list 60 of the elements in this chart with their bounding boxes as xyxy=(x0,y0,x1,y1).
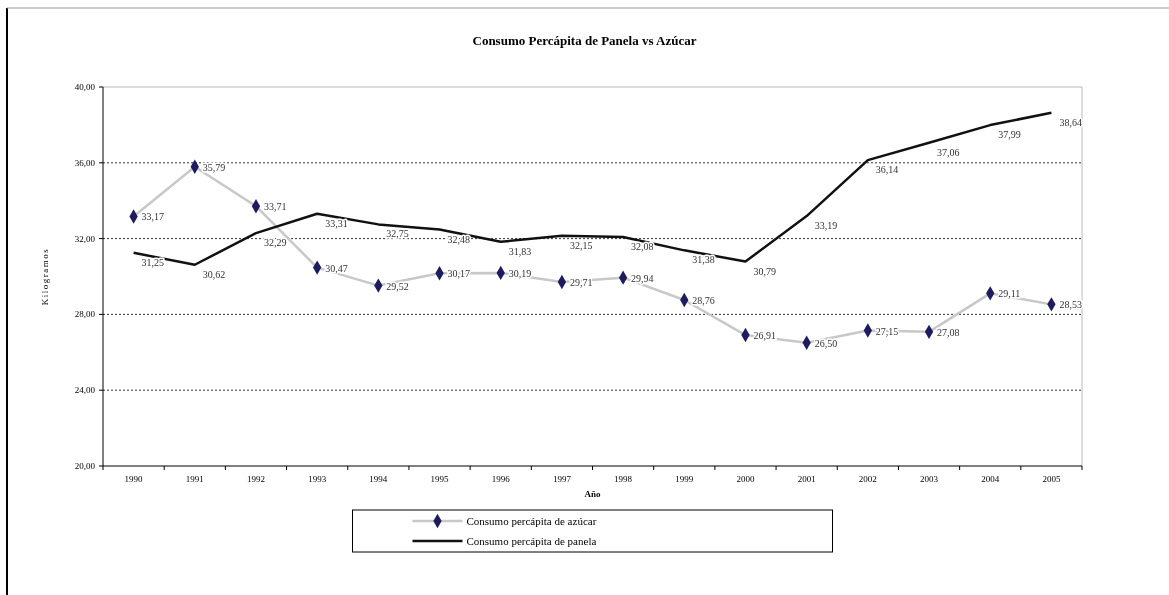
x-tick-label: 1999 xyxy=(675,474,694,484)
data-label: 37,06 xyxy=(937,146,960,158)
x-tick-label: 2000 xyxy=(736,474,755,484)
x-tick-label: 1991 xyxy=(185,474,204,484)
x-tick-label: 1993 xyxy=(308,474,327,484)
y-tick-label: 32,00 xyxy=(74,233,96,244)
y-axis-title: Kilogramos xyxy=(40,247,50,306)
line-series xyxy=(132,111,1053,266)
data-label: 30,17 xyxy=(447,268,471,280)
y-tick-label: 40,00 xyxy=(74,82,96,92)
x-tick-label: 1990 xyxy=(124,474,144,484)
x-tick-label: 1992 xyxy=(246,474,265,484)
data-label: 32,15 xyxy=(569,239,593,251)
data-label: 30,79 xyxy=(753,265,776,277)
data-label: 26,91 xyxy=(753,330,776,342)
data-label: 28,76 xyxy=(692,295,715,306)
y-tick-label: 24,00 xyxy=(74,385,96,396)
data-label: 33,17 xyxy=(141,211,165,223)
data-label: 35,79 xyxy=(202,161,226,173)
data-label: 31,38 xyxy=(692,254,715,266)
x-tick-label: 2003 xyxy=(920,474,939,484)
data-label: 27,08 xyxy=(937,326,960,338)
data-label: 29,52 xyxy=(386,280,409,292)
x-tick-label: 1995 xyxy=(430,474,450,484)
data-label: 37,99 xyxy=(998,129,1021,141)
x-tick-label: 2004 xyxy=(981,474,1000,484)
data-label: 36,14 xyxy=(875,164,899,176)
data-label: 29,71 xyxy=(569,277,593,288)
x-tick-label: 1996 xyxy=(491,474,511,484)
x-tick-label: 1997 xyxy=(552,474,572,484)
data-label: 28,53 xyxy=(1059,299,1082,311)
data-label: 32,75 xyxy=(386,228,409,240)
x-tick-label: 2001 xyxy=(797,474,816,484)
data-label: 29,11 xyxy=(998,288,1021,300)
legend-label: Consumo percápita de azúcar xyxy=(466,515,597,527)
data-label: 30,62 xyxy=(202,268,226,280)
data-label: 33,31 xyxy=(325,217,348,229)
legend-label: Consumo percápita de panela xyxy=(466,535,597,547)
data-label: 31,25 xyxy=(141,256,165,268)
x-tick-label: 2005 xyxy=(1042,474,1061,484)
y-tick-label: 20,00 xyxy=(74,461,96,471)
x-axis-title: Año xyxy=(584,489,601,499)
data-label: 26,50 xyxy=(814,337,838,349)
data-label: 32,29 xyxy=(263,237,287,249)
data-label: 30,19 xyxy=(508,267,532,279)
y-tick-label: 28,00 xyxy=(74,309,96,320)
data-label: 33,71 xyxy=(263,201,287,213)
data-label: 30,47 xyxy=(325,262,348,274)
data-label: 31,83 xyxy=(508,245,532,257)
data-label: 29,94 xyxy=(631,272,654,284)
y-tick-label: 36,00 xyxy=(74,157,96,168)
data-label: 33,19 xyxy=(814,220,838,232)
data-label: 27,15 xyxy=(875,325,899,337)
data-label: 38,64 xyxy=(1059,116,1082,128)
x-tick-label: 1998 xyxy=(614,474,633,484)
data-label: 32,08 xyxy=(631,241,654,253)
x-tick-label: 1994 xyxy=(369,474,388,484)
x-tick-label: 2002 xyxy=(858,474,877,484)
chart-title: Consumo Percápita de Panela vs Azúcar xyxy=(472,33,697,48)
data-label: 32,48 xyxy=(447,233,471,245)
